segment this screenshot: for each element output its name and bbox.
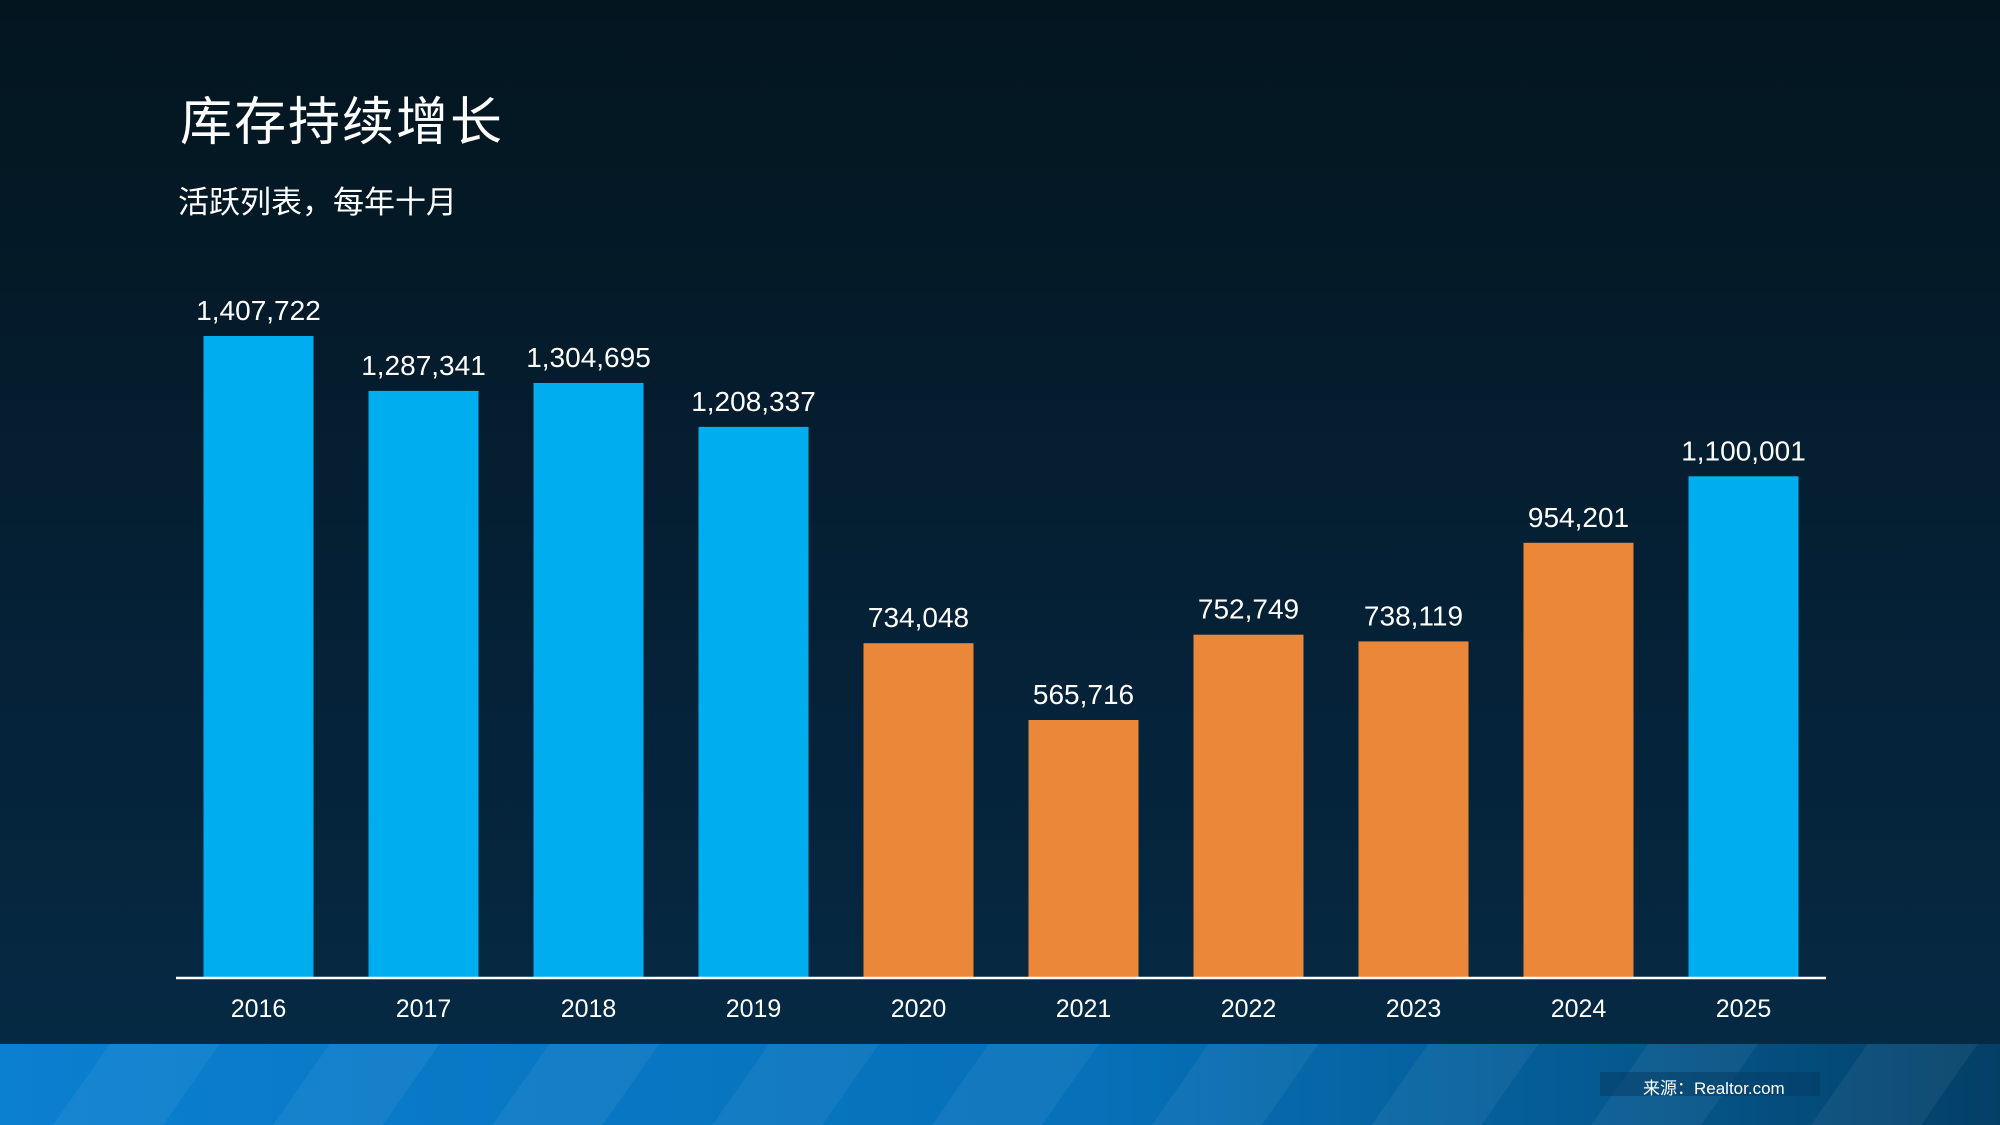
bar-2018 <box>533 383 644 978</box>
bar-2016 <box>203 336 314 978</box>
data-label-2020: 734,048 <box>868 602 969 633</box>
bar-2019 <box>698 426 809 978</box>
x-tick-label-2023: 2023 <box>1386 995 1442 1023</box>
x-tick-label-2019: 2019 <box>726 995 782 1023</box>
data-label-2022: 752,749 <box>1198 594 1299 625</box>
bar-2024 <box>1523 542 1634 978</box>
data-label-2016: 1,407,722 <box>196 295 321 326</box>
bar-2021 <box>1028 720 1139 978</box>
data-label-2019: 1,208,337 <box>691 386 816 417</box>
data-label-2024: 954,201 <box>1528 502 1629 533</box>
bar-2022 <box>1193 634 1304 978</box>
data-label-2021: 565,716 <box>1033 679 1134 710</box>
header-band <box>0 0 2000 292</box>
x-tick-label-2020: 2020 <box>891 995 947 1023</box>
bar-2025 <box>1688 476 1799 978</box>
data-label-2025: 1,100,001 <box>1681 435 1806 466</box>
x-tick-label-2025: 2025 <box>1716 995 1772 1023</box>
chart-subtitle: 活跃列表，每年十月 <box>178 185 457 220</box>
chart-title: 库存持续增长 <box>180 94 505 152</box>
source-backdrop <box>1600 1072 1820 1096</box>
x-tick-label-2024: 2024 <box>1551 995 1607 1023</box>
source-label: 来源：Realtor.com <box>1643 1079 1785 1098</box>
bar-2020 <box>863 643 974 978</box>
data-label-2023: 738,119 <box>1364 600 1463 631</box>
bar-2023 <box>1358 641 1469 978</box>
x-tick-label-2018: 2018 <box>561 995 617 1023</box>
x-tick-label-2017: 2017 <box>396 995 452 1023</box>
data-label-2018: 1,304,695 <box>526 342 651 373</box>
x-tick-label-2021: 2021 <box>1056 995 1112 1023</box>
data-label-2017: 1,287,341 <box>361 350 486 381</box>
x-tick-label-2022: 2022 <box>1221 995 1277 1023</box>
bar-2017 <box>368 390 479 978</box>
x-tick-label-2016: 2016 <box>231 995 287 1023</box>
